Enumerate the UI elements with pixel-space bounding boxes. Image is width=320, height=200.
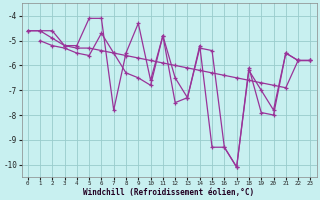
X-axis label: Windchill (Refroidissement éolien,°C): Windchill (Refroidissement éolien,°C) — [84, 188, 255, 197]
